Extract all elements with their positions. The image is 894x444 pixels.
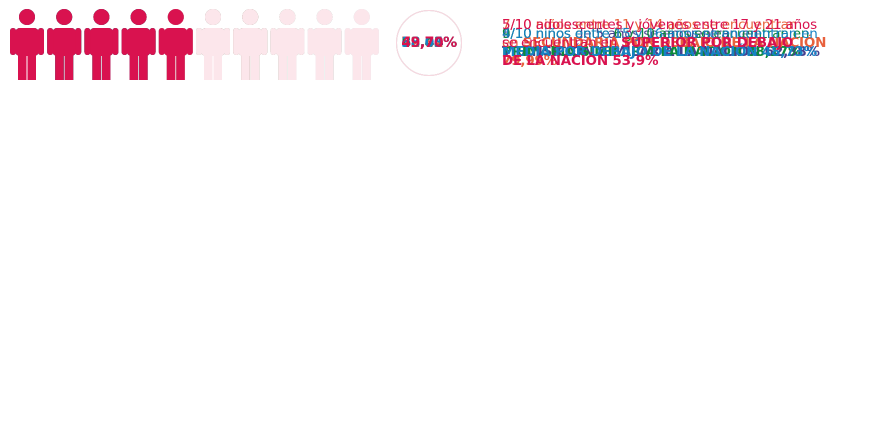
person-icon bbox=[47, 9, 82, 80]
body-text: en bbox=[502, 35, 523, 51]
icon-arm bbox=[307, 28, 314, 55]
text-line: 4/10 niños entre 15 y 16 años se encuent… bbox=[502, 25, 818, 43]
icon-arm bbox=[224, 28, 230, 55]
person-icon bbox=[10, 9, 44, 80]
description: 9/10 niños entre 6 y 10 años se encuentr… bbox=[502, 0, 809, 86]
highlight-text: DE LA NACIÓN 53,9% bbox=[502, 53, 659, 69]
icon-arm bbox=[298, 28, 305, 55]
text-line: TRANSICIÓN SIMILAR A LA NACIÓN 62,38% bbox=[502, 43, 820, 61]
text-line: 5/10 adolescentes y jóvenes entre 17 y 2… bbox=[502, 16, 817, 34]
icon-head bbox=[167, 9, 184, 25]
body-text: 6/10 niños de 5 años se encuentran en bbox=[502, 26, 759, 42]
highlight-text: PRIMARIA SIMILAR A LA NACIÓN 88,17% bbox=[502, 44, 802, 60]
icon-arm bbox=[47, 28, 54, 55]
description: 6/10 niños de 5 años se encuentran en TRA… bbox=[502, 0, 820, 86]
icon-leg bbox=[139, 49, 148, 80]
icon-row bbox=[10, 9, 379, 80]
icon-head bbox=[205, 9, 221, 25]
icon-arm bbox=[10, 28, 16, 55]
body-text: 4/10 niños entre 15 y 16 años se encuent… bbox=[502, 26, 818, 42]
icon-arm bbox=[196, 28, 202, 55]
icon-head bbox=[93, 9, 110, 25]
text-line: se encuentran en SUPERIOR POR DEBAJO bbox=[502, 34, 817, 52]
icon-leg bbox=[92, 49, 101, 80]
body-text: se encuentran en bbox=[502, 35, 622, 51]
icon-leg bbox=[176, 49, 185, 80]
text-line: 6/10 niños de 5 años se encuentran en bbox=[502, 25, 820, 43]
icon-leg bbox=[101, 49, 111, 80]
icon-arm bbox=[112, 28, 119, 55]
person-icon bbox=[158, 9, 193, 80]
icon-leg bbox=[55, 49, 64, 80]
icon-arm bbox=[38, 28, 44, 55]
icon-arm bbox=[335, 28, 342, 55]
icon-arm bbox=[372, 28, 379, 55]
icon-arm bbox=[121, 28, 128, 55]
text-line: en SECUNDARIA POR DEBAJO DE LA NACIÓN bbox=[502, 34, 826, 52]
icon-leg bbox=[278, 49, 287, 80]
icon-arm bbox=[233, 28, 240, 55]
icon-arm bbox=[186, 28, 193, 55]
text-line: 7/10 niños entre 11 y 14 años se encuent… bbox=[502, 16, 826, 34]
icon-leg bbox=[64, 49, 74, 80]
icon-head bbox=[56, 9, 73, 25]
icon-arm bbox=[75, 28, 82, 55]
icon-leg bbox=[27, 49, 36, 80]
description: 7/10 niños entre 11 y 14 años se encuent… bbox=[502, 0, 826, 86]
highlight-text: MEDIA POR DEBAJO DE LA NACIÓN 48,73% bbox=[502, 44, 817, 60]
person-icon bbox=[270, 9, 305, 80]
icon-head bbox=[242, 9, 259, 25]
icon-leg bbox=[315, 49, 325, 80]
person-icon bbox=[344, 9, 379, 80]
icon-leg bbox=[352, 49, 362, 80]
icon-leg bbox=[325, 49, 334, 80]
text-line: PRIMARIA SIMILAR A LA NACIÓN 88,17% bbox=[502, 43, 809, 61]
person-icon bbox=[196, 9, 230, 80]
description: 4/10 niños entre 15 y 16 años se encuent… bbox=[502, 0, 818, 86]
icon-head bbox=[279, 9, 296, 25]
icon-leg bbox=[18, 49, 27, 80]
icon-leg bbox=[250, 49, 260, 80]
icon-leg bbox=[166, 49, 176, 80]
icon-arm bbox=[261, 28, 268, 55]
person-icon bbox=[121, 9, 156, 80]
icon-leg bbox=[362, 49, 371, 80]
person-icon bbox=[233, 9, 268, 80]
icon-arm bbox=[84, 28, 91, 55]
icon-head bbox=[19, 9, 35, 25]
percent-circle: 49,70% bbox=[396, 10, 462, 76]
icon-arm bbox=[344, 28, 351, 55]
text-line: 9/10 niños entre 6 y 10 años se encuentr… bbox=[502, 25, 809, 43]
description: 5/10 adolescentes y jóvenes entre 17 y 2… bbox=[502, 0, 817, 86]
icon-leg bbox=[204, 49, 213, 80]
body-text: 5/10 adolescentes y jóvenes entre 17 y 2… bbox=[502, 17, 817, 33]
text-line: MEDIA POR DEBAJO DE LA NACIÓN 48,73% bbox=[502, 43, 818, 61]
icon-leg bbox=[129, 49, 139, 80]
highlight-text: TRANSICIÓN SIMILAR A LA NACIÓN 62,38% bbox=[502, 44, 820, 60]
icon-leg bbox=[241, 49, 250, 80]
highlight-text: 79,99% bbox=[502, 53, 558, 69]
body-text: 7/10 niños entre 11 y 14 años se encuent… bbox=[502, 17, 798, 33]
person-icon bbox=[84, 9, 119, 80]
text-line: DE LA NACIÓN 53,9% bbox=[502, 52, 817, 70]
icon-leg bbox=[287, 49, 297, 80]
icon-head bbox=[353, 9, 370, 25]
icon-leg bbox=[213, 49, 222, 80]
person-icon bbox=[307, 9, 342, 80]
icon-head bbox=[316, 9, 333, 25]
icon-arm bbox=[270, 28, 277, 55]
icon-arm bbox=[158, 28, 165, 55]
highlight-text: SECUNDARIA POR DEBAJO DE LA NACIÓN bbox=[522, 35, 827, 51]
highlight-text: SUPERIOR POR DEBAJO bbox=[621, 35, 794, 51]
body-text: 9/10 niños entre 6 y 10 años se encuentr… bbox=[502, 26, 810, 42]
icon-arm bbox=[149, 28, 156, 55]
text-line: 79,99% bbox=[502, 52, 826, 70]
icon-head bbox=[130, 9, 147, 25]
